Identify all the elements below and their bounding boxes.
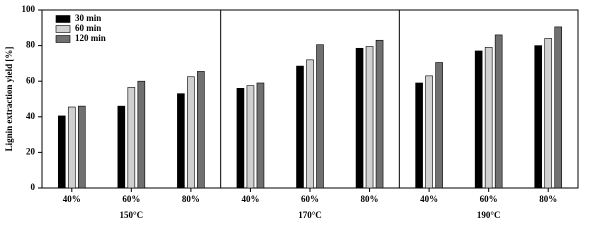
bar [534, 45, 543, 189]
bar [375, 39, 384, 189]
legend-swatch [55, 15, 71, 23]
bar [316, 44, 324, 189]
bar [355, 47, 364, 189]
bar [77, 105, 86, 189]
bar [306, 59, 314, 189]
x-tick-label: 40% [63, 194, 81, 204]
x-tick-label: 60% [480, 194, 498, 204]
x-tick-label: 60% [301, 194, 319, 204]
bar [554, 26, 563, 189]
bar [415, 82, 423, 189]
bar [544, 38, 553, 189]
bar [256, 82, 265, 189]
group-label: 190°C [477, 210, 501, 220]
bar [127, 87, 136, 189]
y-tick-label: 100 [22, 4, 36, 14]
x-tick-label: 80% [361, 194, 379, 204]
x-tick-label: 80% [539, 194, 557, 204]
legend-label: 30 min [75, 13, 101, 23]
bar [197, 71, 205, 189]
y-tick-label: 0 [31, 182, 36, 192]
x-tick-label: 80% [182, 194, 200, 204]
bar [187, 76, 195, 189]
bar [494, 34, 503, 189]
chart: Lignin extraction yield [%] 0 20 40 60 80 100… [4, 4, 579, 220]
bar [296, 65, 304, 189]
legend-label: 120 min [75, 33, 106, 43]
bar [246, 85, 255, 189]
bar [425, 75, 433, 189]
bar [435, 62, 443, 189]
bar [474, 50, 483, 189]
bar [484, 47, 493, 189]
y-tick-label: 20 [26, 146, 36, 156]
bar [236, 88, 245, 189]
legend-label: 60 min [75, 23, 101, 33]
bar [67, 106, 76, 189]
x-tick-label: 40% [241, 194, 259, 204]
y-axis-label: Lignin extraction yield [%] [4, 47, 14, 152]
legend-swatch [55, 25, 71, 33]
group-label: 150°C [120, 210, 144, 220]
bar [137, 80, 146, 189]
bar [177, 93, 185, 189]
y-tick-label: 40 [26, 111, 36, 121]
x-tick-label: 40% [420, 194, 438, 204]
bar [365, 46, 374, 189]
y-tick-label: 60 [26, 75, 36, 85]
legend-swatch [55, 35, 71, 43]
bar [57, 115, 66, 189]
y-tick-label: 80 [26, 40, 36, 50]
x-tick-label: 60% [122, 194, 140, 204]
bar [117, 105, 126, 189]
group-label: 170°C [298, 210, 322, 220]
